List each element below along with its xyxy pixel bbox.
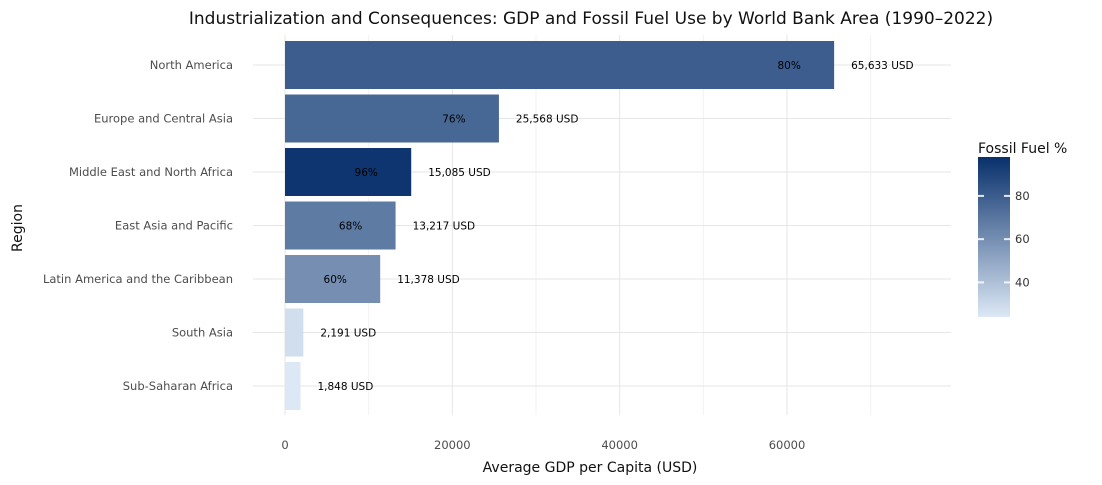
value-label: 25,568 USD xyxy=(516,114,579,126)
bar xyxy=(285,255,381,303)
value-labels: 65,633 USD 25,568 USD 15,085 USD 13,217 USD… xyxy=(317,60,913,393)
legend-tick-label: 60 xyxy=(1015,232,1030,246)
y-tick-label: Latin America and the Caribbean xyxy=(43,272,233,286)
y-tick-label: Middle East and North Africa xyxy=(69,165,233,179)
value-label: 65,633 USD xyxy=(851,60,914,72)
legend-colorbar xyxy=(978,157,1010,317)
y-axis-title: Region xyxy=(10,204,26,252)
y-tick-label: North America xyxy=(150,58,233,72)
fossil-fuel-labels: 80% 76% 96% 68% 60% xyxy=(324,60,801,286)
x-tick-label: 40000 xyxy=(601,438,638,452)
y-tick-label: South Asia xyxy=(172,326,233,340)
legend-tick-label: 80 xyxy=(1015,189,1030,203)
bar xyxy=(285,308,304,357)
x-tick-label: 60000 xyxy=(769,438,806,452)
fossil-fuel-label: 96% xyxy=(355,167,378,179)
y-tick-label: Europe and Central Asia xyxy=(94,112,233,126)
bar xyxy=(285,362,301,410)
bar xyxy=(285,41,835,89)
bars xyxy=(285,41,835,410)
legend-tick-label: 40 xyxy=(1015,275,1030,289)
legend: Fossil Fuel % 40 60 80 xyxy=(978,141,1067,317)
chart-title: Industrialization and Consequences: GDP … xyxy=(189,9,993,29)
y-tick-labels: North America Europe and Central Asia Midd… xyxy=(43,58,233,393)
legend-ticks: 40 60 80 xyxy=(978,189,1030,289)
bar xyxy=(285,94,499,143)
bar xyxy=(285,148,412,196)
value-label: 15,085 USD xyxy=(428,167,491,179)
x-axis-title: Average GDP per Capita (USD) xyxy=(483,460,698,476)
bar xyxy=(285,201,396,250)
value-label: 13,217 USD xyxy=(413,221,476,233)
value-label: 11,378 USD xyxy=(397,274,460,286)
fossil-fuel-label: 68% xyxy=(339,221,362,233)
legend-title: Fossil Fuel % xyxy=(978,141,1067,157)
x-tick-label: 20000 xyxy=(434,438,471,452)
y-tick-label: East Asia and Pacific xyxy=(115,219,233,233)
fossil-fuel-label: 76% xyxy=(442,114,465,126)
value-label: 1,848 USD xyxy=(317,381,373,393)
x-tick-labels: 0 20000 40000 60000 xyxy=(281,438,805,452)
x-tick-label: 0 xyxy=(281,438,288,452)
fossil-fuel-label: 60% xyxy=(324,274,347,286)
y-tick-label: Sub-Saharan Africa xyxy=(123,379,233,393)
value-label: 2,191 USD xyxy=(320,328,376,340)
fossil-fuel-label: 80% xyxy=(777,60,800,72)
